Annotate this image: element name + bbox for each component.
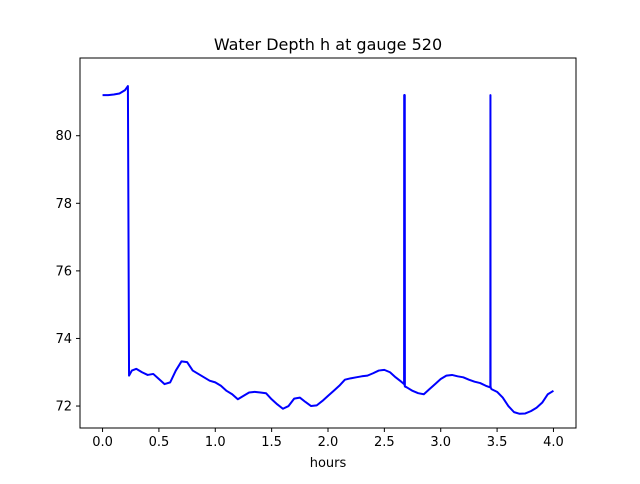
y-tick-label: 76 [55,264,72,279]
x-tick-label: 2.0 [318,435,339,450]
x-tick-label: 0.5 [149,435,170,450]
x-tick-label: 3.5 [487,435,508,450]
x-tick-label: 1.0 [205,435,226,450]
chart-title: Water Depth h at gauge 520 [214,35,442,54]
x-tick-label: 1.5 [261,435,282,450]
y-tick-label: 80 [55,129,72,144]
x-axis-ticks: 0.0 0.5 1.0 1.5 2.0 2.5 3.0 3.5 4.0 [92,428,564,450]
x-tick-label: 4.0 [543,435,564,450]
x-tick-label: 3.0 [430,435,451,450]
x-tick-label: 0.0 [92,435,113,450]
x-tick-label: 2.5 [374,435,395,450]
y-tick-label: 72 [55,400,72,415]
series-layer [102,85,554,415]
plot-frame [79,57,577,429]
y-tick-label: 74 [55,332,72,347]
series-line-0 [102,85,554,415]
y-tick-label: 78 [55,197,72,212]
y-axis-ticks: 72 74 76 78 80 [55,129,80,415]
x-axis-label: hours [310,456,347,471]
